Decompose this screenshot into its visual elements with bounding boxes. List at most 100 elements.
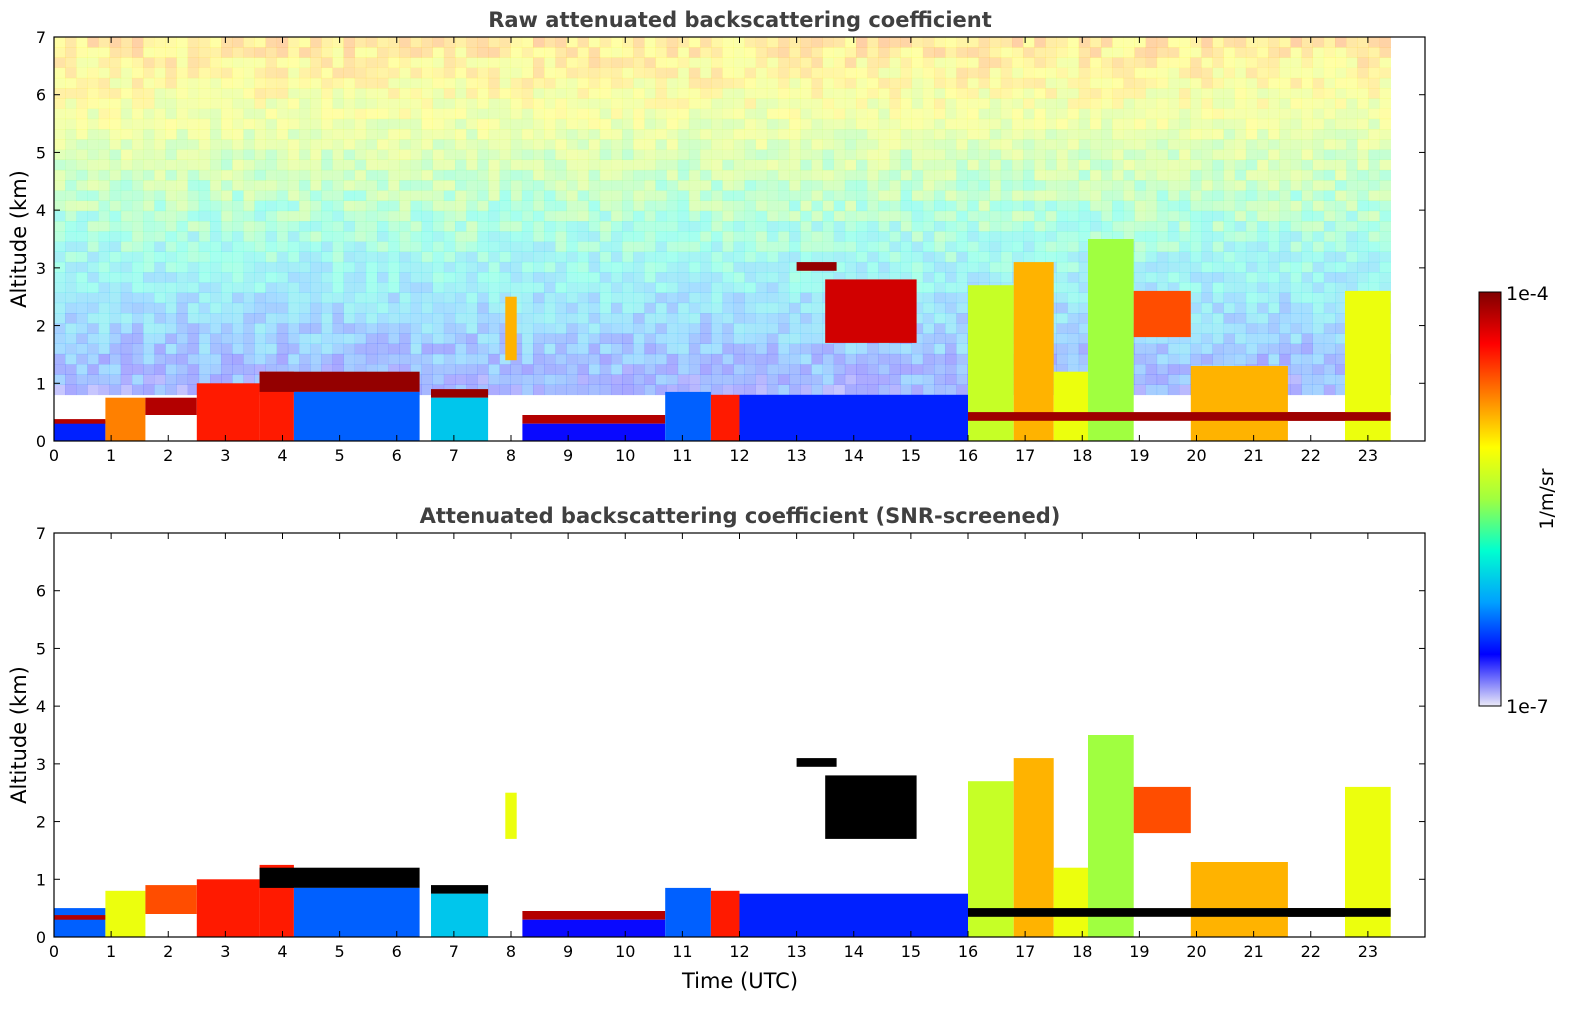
noise-cell [555, 88, 567, 99]
noise-cell [1190, 108, 1202, 120]
noise-cell [521, 88, 534, 99]
noise-cell [889, 364, 901, 375]
noise-cell [221, 139, 233, 150]
noise-cell [856, 98, 868, 109]
noise-cell [1257, 37, 1269, 48]
noise-cell [1078, 231, 1091, 242]
noise-cell [555, 129, 567, 140]
noise-cell [1245, 169, 1258, 181]
noise-cell [377, 159, 389, 171]
noise-cell [544, 67, 556, 79]
noise-cell [1301, 159, 1313, 171]
noise-cell [76, 37, 88, 48]
noise-cell [321, 282, 333, 293]
noise-cell [934, 302, 946, 314]
noise-cell [856, 169, 868, 181]
backscatter-layer [105, 890, 146, 937]
noise-cell [889, 129, 901, 140]
noise-cell [198, 169, 211, 181]
noise-cell [622, 118, 634, 130]
noise-cell [1268, 353, 1280, 365]
noise-cell [922, 251, 935, 263]
noise-cell [655, 149, 667, 160]
noise-cell [232, 241, 244, 252]
panel-raw: Raw attenuated backscattering coefficien… [7, 8, 1426, 465]
noise-cell [1312, 302, 1325, 314]
noise-cell [644, 180, 656, 191]
noise-cell [599, 118, 612, 130]
noise-cell [210, 47, 222, 58]
noise-cell [1312, 353, 1325, 365]
noise-cell [388, 118, 400, 130]
noise-cell [599, 282, 612, 293]
noise-cell [889, 180, 901, 191]
noise-cell [688, 343, 701, 355]
noise-cell [922, 108, 935, 120]
noise-cell [65, 353, 77, 365]
noise-cell [310, 129, 322, 140]
noise-cell [132, 169, 144, 181]
noise-cell [1290, 272, 1302, 283]
noise-cell [1156, 343, 1169, 355]
noise-cell [1268, 200, 1280, 212]
noise-cell [343, 241, 355, 252]
noise-cell [1000, 57, 1013, 68]
noise-cell [934, 261, 946, 273]
noise-cell [900, 261, 912, 273]
noise-cell [755, 313, 768, 324]
noise-cell [499, 149, 511, 160]
noise-cell [1290, 180, 1302, 191]
noise-cell [443, 282, 456, 293]
noise-cell [934, 180, 946, 191]
noise-cell [187, 88, 200, 99]
noise-cell [1145, 210, 1158, 222]
noise-cell [1078, 313, 1091, 324]
noise-cell [287, 323, 300, 334]
noise-cell [1335, 98, 1347, 109]
noise-cell [978, 77, 990, 89]
noise-cell [566, 210, 578, 222]
noise-cell [711, 88, 723, 99]
noise-cell [98, 384, 110, 396]
noise-cell [722, 169, 734, 181]
noise-cell [1346, 67, 1358, 79]
noise-cell [577, 200, 589, 212]
noise-cell [644, 343, 656, 355]
noise-cell [655, 323, 667, 334]
noise-cell [911, 353, 924, 365]
noise-cell [176, 47, 188, 58]
noise-cell [811, 88, 823, 99]
noise-cell [466, 149, 478, 160]
noise-cell [644, 292, 656, 304]
noise-cell [911, 221, 924, 232]
noise-cell [399, 57, 411, 68]
noise-cell [1301, 149, 1313, 160]
noise-cell [566, 190, 578, 201]
noise-cell [722, 180, 734, 191]
noise-cell [967, 159, 979, 171]
backscatter-layer [259, 867, 420, 888]
noise-cell [1201, 108, 1213, 120]
backscatter-layer [796, 758, 837, 767]
noise-cell [455, 149, 467, 160]
noise-cell [443, 139, 456, 150]
heatmap-snr [54, 735, 1391, 937]
noise-cell [488, 139, 500, 150]
noise-cell [1000, 129, 1013, 140]
noise-cell [488, 98, 500, 109]
noise-cell [778, 37, 790, 48]
noise-cell [844, 88, 857, 99]
noise-cell [265, 98, 277, 109]
noise-cell [934, 353, 946, 365]
noise-cell [477, 108, 489, 120]
noise-cell [265, 221, 277, 232]
noise-cell [1312, 313, 1325, 324]
noise-cell [1123, 67, 1135, 79]
noise-cell [143, 210, 155, 222]
chart-title-snr: Attenuated backscattering coefficient (S… [420, 504, 1061, 528]
noise-cell [1357, 169, 1369, 181]
noise-cell [922, 231, 935, 242]
noise-cell [443, 149, 456, 160]
noise-cell [633, 231, 645, 242]
noise-cell [443, 323, 456, 334]
